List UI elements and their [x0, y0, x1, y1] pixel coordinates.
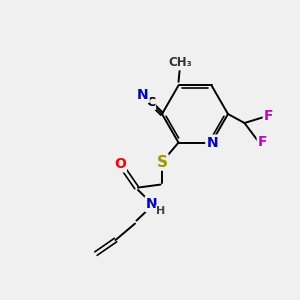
- Text: CH₃: CH₃: [168, 56, 192, 69]
- Text: H: H: [157, 206, 166, 216]
- Text: F: F: [264, 109, 273, 122]
- Text: F: F: [258, 136, 267, 149]
- Text: N: N: [146, 197, 157, 211]
- Text: C: C: [146, 96, 155, 109]
- Text: O: O: [114, 158, 126, 172]
- Text: N: N: [206, 136, 218, 150]
- Text: S: S: [157, 154, 167, 169]
- Text: N: N: [137, 88, 149, 102]
